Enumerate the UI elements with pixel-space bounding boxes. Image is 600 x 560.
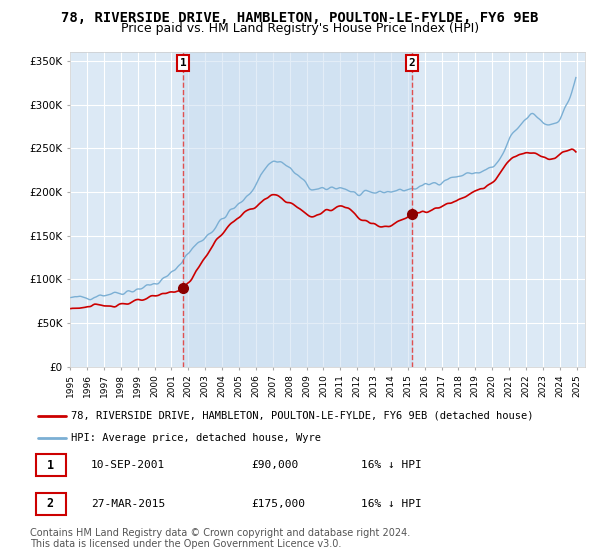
Text: £175,000: £175,000: [251, 499, 305, 509]
Text: 10-SEP-2001: 10-SEP-2001: [91, 460, 165, 470]
Text: 16% ↓ HPI: 16% ↓ HPI: [361, 499, 422, 509]
Text: Contains HM Land Registry data © Crown copyright and database right 2024.: Contains HM Land Registry data © Crown c…: [30, 528, 410, 538]
Text: 2: 2: [47, 497, 54, 511]
Text: This data is licensed under the Open Government Licence v3.0.: This data is licensed under the Open Gov…: [30, 539, 341, 549]
Text: £90,000: £90,000: [251, 460, 298, 470]
Text: 16% ↓ HPI: 16% ↓ HPI: [361, 460, 422, 470]
Text: 27-MAR-2015: 27-MAR-2015: [91, 499, 165, 509]
Bar: [183, 52, 412, 367]
Text: HPI: Average price, detached house, Wyre: HPI: Average price, detached house, Wyre: [71, 433, 322, 442]
Text: 78, RIVERSIDE DRIVE, HAMBLETON, POULTON-LE-FYLDE, FY6 9EB: 78, RIVERSIDE DRIVE, HAMBLETON, POULTON-…: [61, 11, 539, 25]
Text: Price paid vs. HM Land Registry's House Price Index (HPI): Price paid vs. HM Land Registry's House …: [121, 22, 479, 35]
Text: 78, RIVERSIDE DRIVE, HAMBLETON, POULTON-LE-FYLDE, FY6 9EB (detached house): 78, RIVERSIDE DRIVE, HAMBLETON, POULTON-…: [71, 410, 534, 421]
Text: 1: 1: [47, 459, 54, 472]
FancyBboxPatch shape: [35, 455, 66, 476]
Text: 2: 2: [408, 58, 415, 68]
FancyBboxPatch shape: [35, 493, 66, 515]
Text: 1: 1: [180, 58, 187, 68]
